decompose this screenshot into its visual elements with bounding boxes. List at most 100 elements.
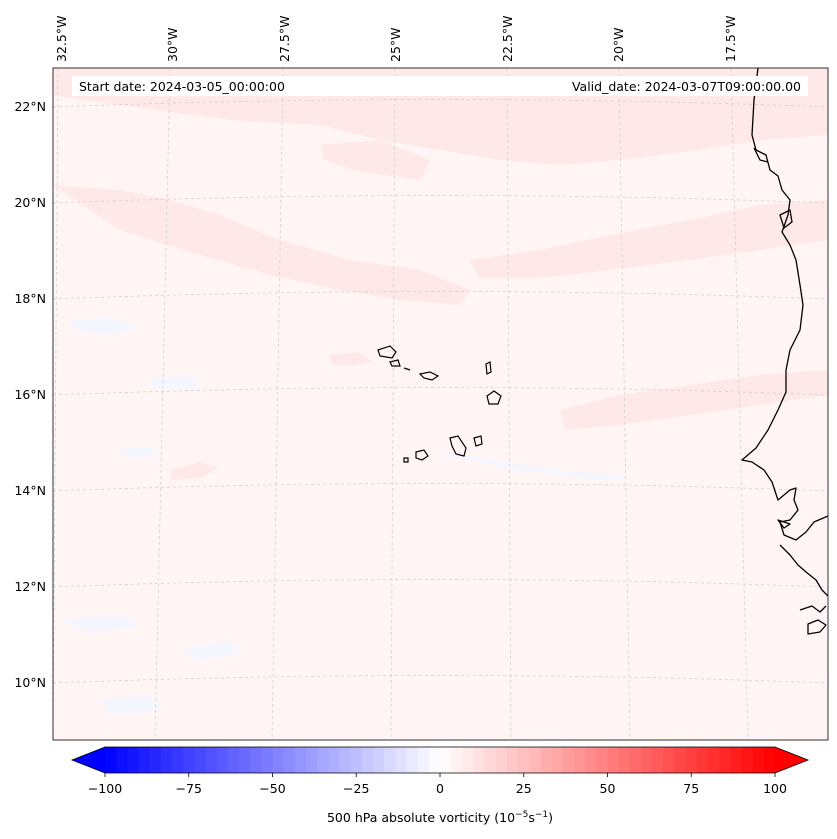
colorbar-step [473, 747, 486, 773]
colorbar-step [261, 747, 273, 773]
meridian-22-5w [506, 68, 512, 740]
island-fogo [415, 449, 429, 461]
cb-tick-label: −100 [88, 781, 122, 796]
colorbar-step [629, 747, 642, 773]
colorbar-step [719, 747, 731, 773]
cb-tick-label: 50 [600, 781, 616, 796]
colorbar-step [373, 747, 385, 773]
valid-date-label: Valid_date: 2024-03-07T09:00:00.00 [572, 79, 801, 94]
colorbar-step [138, 747, 151, 773]
colorbar-step [652, 747, 664, 773]
colorbar-step [395, 747, 407, 773]
colorbar-step [283, 747, 296, 773]
cb-tick-label: 25 [516, 781, 532, 796]
longitude-labels: 32.5°W 30°W 27.5°W 25°W 22.5°W 20°W 17.5… [54, 16, 738, 62]
lon-label-32-5w: 32.5°W [54, 16, 69, 62]
colorbar-step [105, 747, 117, 773]
colorbar: −100 −75 −50 −25 0 25 50 75 100 500 hPa … [70, 746, 810, 825]
colorbar-step [294, 747, 307, 773]
cb-tick-label: −75 [176, 781, 202, 796]
negative-vorticity-patch-6 [100, 695, 160, 714]
cape-verde-islands [377, 345, 502, 463]
colorbar-step [227, 747, 240, 773]
colorbar-step [562, 747, 575, 773]
colorbar-step [328, 747, 340, 773]
meridian-20w [618, 68, 631, 740]
africa-coastline [741, 68, 828, 541]
colorbar-step [574, 747, 586, 773]
lat-label-18n: 18°N [14, 291, 46, 306]
lat-label-14n: 14°N [14, 483, 46, 498]
colorbar-step [339, 747, 352, 773]
colorbar-step [172, 747, 184, 773]
negative-vorticity-patch-5 [180, 640, 240, 660]
bissagos-coast [799, 605, 827, 635]
colorbar-tick-labels: −100 −75 −50 −25 0 25 50 75 100 [88, 781, 787, 796]
parallel-16n [53, 387, 828, 396]
positive-vorticity-patch-center [330, 352, 372, 366]
lon-label-27-5w: 27.5°W [277, 16, 292, 62]
colorbar-step [384, 747, 396, 773]
colorbar-step [518, 747, 530, 773]
latitude-labels: 22°N 20°N 18°N 16°N 14°N 12°N 10°N [14, 99, 46, 690]
colorbar-step [484, 747, 497, 773]
negative-vorticity-patch-1 [150, 376, 200, 390]
island-sao-vicente [389, 359, 401, 367]
western-sahara-inlet [779, 209, 793, 229]
colorbar-step [607, 747, 620, 773]
meridian-25w [390, 68, 396, 740]
map-frame [52, 67, 829, 741]
colorbar-step [306, 747, 318, 773]
cb-tick-label: 75 [683, 781, 699, 796]
colorbar-step [417, 747, 430, 773]
colorbar-step [495, 747, 508, 773]
colorbar-ticks [104, 773, 776, 777]
map-panel [53, 68, 828, 740]
cb-tick-label: −50 [259, 781, 285, 796]
island-maio [473, 435, 483, 447]
negative-vorticity-patch-west [70, 318, 140, 334]
lat-label-20n: 20°N [14, 195, 46, 210]
cb-tick-label: 0 [436, 781, 444, 796]
lat-label-12n: 12°N [14, 579, 46, 594]
meridian-30w [154, 68, 171, 740]
negative-vorticity-patch-2 [120, 446, 160, 458]
island-sao-nicolau [418, 371, 440, 381]
island-sal [485, 361, 492, 375]
colorbar-step [763, 747, 776, 773]
colorbar-step [451, 747, 463, 773]
canary-coast-detail [753, 147, 769, 163]
colorbar-step [250, 747, 262, 773]
colorbar-step [239, 747, 251, 773]
parallel-14n [53, 483, 828, 492]
colorbar-step [317, 747, 329, 773]
negative-vorticity-patch-4 [60, 615, 140, 632]
positive-vorticity-patch-north [320, 140, 430, 180]
parallel-20n [53, 195, 828, 204]
colorbar-step [216, 747, 229, 773]
parallel-22n [53, 99, 828, 108]
colorbar-step [350, 747, 363, 773]
positive-vorticity-band-mid [53, 185, 470, 305]
island-brava [403, 457, 409, 463]
colorbar-step [272, 747, 285, 773]
colorbar-step [160, 747, 173, 773]
lon-label-30w: 30°W [165, 27, 180, 62]
colorbar-step [183, 747, 195, 773]
colorbar-step [730, 747, 742, 773]
africa-coastline-south [779, 544, 828, 597]
parallel-10n [53, 675, 828, 684]
colorbar-step [585, 747, 597, 773]
parallel-18n [53, 291, 828, 300]
island-boa-vista [486, 390, 502, 405]
island-santo-antao [377, 345, 397, 359]
parallel-12n [53, 579, 828, 588]
colorbar-step [596, 747, 608, 773]
colorbar-step [618, 747, 631, 773]
vorticity-negative-contours [60, 318, 640, 714]
negative-vorticity-patch-3 [420, 450, 640, 480]
island-santiago [449, 435, 467, 457]
lat-label-10n: 10°N [14, 675, 46, 690]
positive-vorticity-band-east [470, 200, 828, 278]
lat-label-22n: 22°N [14, 99, 46, 114]
